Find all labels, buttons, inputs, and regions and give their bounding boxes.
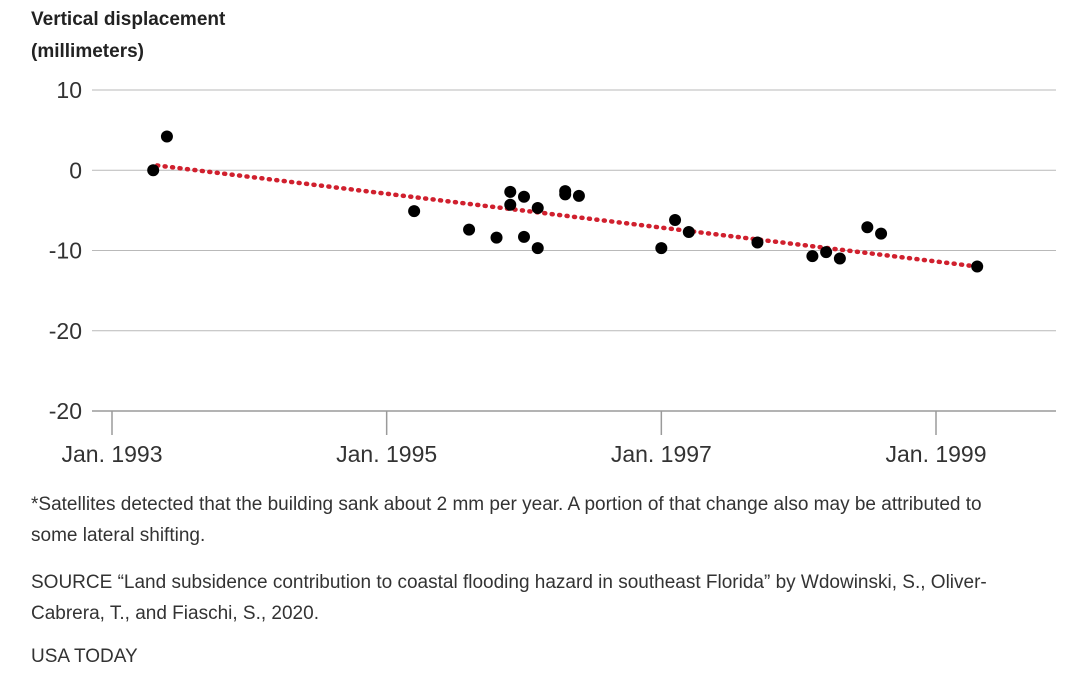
data-point (504, 185, 517, 198)
data-point (559, 188, 572, 201)
scatter-chart: Vertical displacement (millimeters) 10 0 -… (31, 9, 1056, 467)
data-point (655, 242, 668, 255)
credit-label: USA TODAY (31, 646, 138, 667)
data-point (518, 230, 530, 243)
trendline-group (154, 163, 980, 269)
data-point (504, 198, 517, 211)
data-points (147, 130, 984, 273)
data-point (833, 252, 846, 265)
x-tick-label: Jan. 1993 (61, 441, 162, 467)
y-tick-label: -20 (49, 398, 82, 424)
data-point (160, 130, 173, 143)
y-tick-label: -20 (49, 318, 82, 344)
x-axis: Jan. 1993 Jan. 1995 Jan. 1997 Jan. 1999 (61, 411, 987, 467)
data-point (531, 242, 544, 255)
trendline (154, 163, 980, 269)
data-point (806, 250, 819, 263)
data-point (875, 227, 888, 240)
footnote: *Satellites detected that the building s… (31, 494, 982, 546)
data-point (820, 246, 833, 259)
data-point (861, 221, 874, 234)
y-tick-label: 0 (69, 157, 82, 183)
data-point (408, 205, 421, 218)
source-note: SOURCE “Land subsidence contribution to … (31, 572, 987, 624)
data-point (518, 190, 530, 203)
data-point (751, 236, 764, 249)
data-point (572, 189, 585, 202)
data-point (971, 260, 984, 273)
y-axis-label-line-2: (millimeters) (31, 41, 144, 62)
gridlines (92, 89, 1056, 412)
y-axis-label-line-1: Vertical displacement (31, 9, 226, 30)
x-tick-label: Jan. 1999 (885, 441, 986, 467)
data-point (682, 226, 695, 239)
y-tick-labels: 10 0 -10 -20 -20 (49, 77, 82, 424)
data-point (147, 164, 160, 177)
y-tick-label: 10 (56, 77, 82, 103)
x-tick-label: Jan. 1997 (611, 441, 712, 467)
data-point (490, 231, 503, 244)
data-point (463, 223, 476, 236)
data-point (669, 214, 682, 227)
y-tick-label: -10 (49, 238, 82, 264)
data-point (531, 201, 544, 214)
x-tick-label: Jan. 1995 (336, 441, 437, 467)
